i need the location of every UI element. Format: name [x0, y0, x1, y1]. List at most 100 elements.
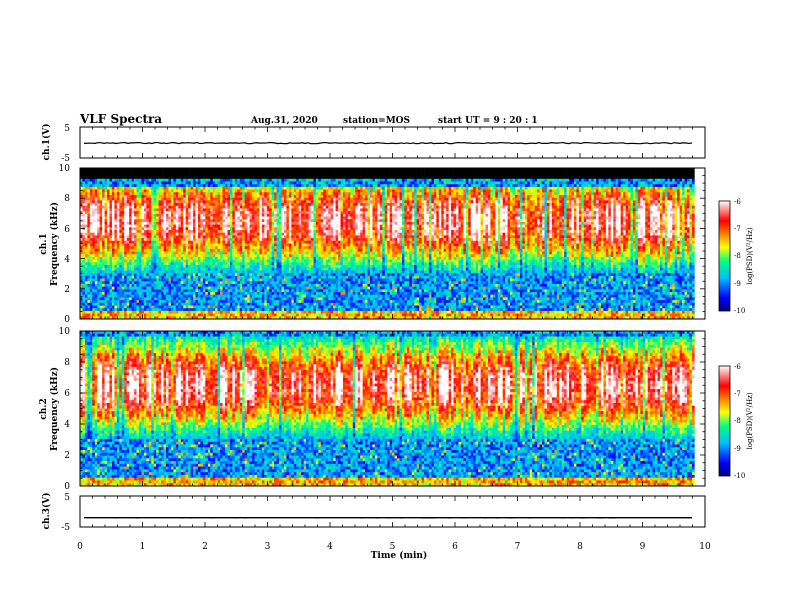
spectrogram-cell	[282, 173, 285, 176]
spectrogram-cell	[82, 176, 85, 179]
spectrogram-cell	[223, 217, 226, 220]
spectrogram-cell	[481, 200, 484, 203]
spectrogram-cell	[382, 176, 385, 179]
spectrogram-cell	[171, 195, 174, 198]
spectrogram-cell	[183, 171, 186, 174]
spectrogram-cell	[200, 181, 203, 184]
spectrogram-cell	[648, 206, 651, 209]
spectrogram-cell	[527, 184, 530, 187]
spectrogram-cell	[377, 181, 380, 184]
spectrogram-cell	[223, 173, 226, 176]
spectrogram-cell	[289, 173, 292, 176]
spectrogram-cell	[473, 203, 476, 206]
spectrogram-cell	[129, 200, 132, 203]
spectrogram-cell	[368, 206, 371, 209]
spectrogram-cell	[680, 203, 683, 206]
spectrogram-cell	[247, 203, 250, 206]
spectrogram-cell	[225, 173, 228, 176]
spectrogram-cell	[498, 198, 501, 201]
spectrogram-cell	[564, 200, 567, 203]
spectrogram-cell	[638, 176, 641, 179]
spectrogram-cell	[481, 208, 484, 211]
spectrogram-cell	[156, 184, 159, 187]
spectrogram-cell	[161, 211, 164, 214]
spectrogram-cell	[633, 214, 636, 217]
spectrogram-cell	[500, 208, 503, 211]
spectrogram-cell	[645, 171, 648, 174]
spectrogram-cell	[375, 195, 378, 198]
spectrogram-cell	[626, 184, 629, 187]
spectrogram-cell	[653, 181, 656, 184]
spectrogram-cell	[630, 187, 633, 190]
spectrogram-cell	[387, 208, 390, 211]
spectrogram-cell	[458, 192, 461, 195]
spectrogram-cell	[466, 171, 469, 174]
spectrogram-cell	[166, 181, 169, 184]
spectrogram-cell	[510, 198, 513, 201]
spectrogram-cell	[232, 187, 235, 190]
spectrogram-cell	[436, 206, 439, 209]
spectrogram-cell	[235, 181, 238, 184]
spectrogram-cell	[599, 208, 602, 211]
spectrogram-cell	[277, 217, 280, 220]
spectrogram-cell	[191, 187, 194, 190]
spectrogram-cell	[554, 192, 557, 195]
spectrogram-cell	[422, 211, 425, 214]
spectrogram-cell	[451, 211, 454, 214]
spectrogram-cell	[471, 173, 474, 176]
spectrogram-cell	[454, 198, 457, 201]
spectrogram-cell	[525, 206, 528, 209]
spectrogram-cell	[141, 179, 144, 182]
spectrogram-cell	[196, 208, 199, 211]
spectrogram-cell	[576, 198, 579, 201]
spectrogram-cell	[670, 171, 673, 174]
spectrogram-cell	[331, 211, 334, 214]
spectrogram-cell	[368, 198, 371, 201]
spectrogram-cell	[682, 217, 685, 220]
spectrogram-cell	[82, 190, 85, 193]
spectrogram-cell	[95, 171, 98, 174]
spectrogram-cell	[85, 173, 88, 176]
spectrogram-cell	[677, 214, 680, 217]
spectrogram-cell	[262, 214, 265, 217]
spectrogram-cell	[417, 176, 420, 179]
spectrogram-cell	[345, 214, 348, 217]
spectrogram-cell	[677, 187, 680, 190]
spectrogram-cell	[424, 187, 427, 190]
spectrogram-cell	[584, 211, 587, 214]
spectrogram-cell	[692, 192, 695, 195]
spectrogram-cell	[439, 200, 442, 203]
spectrogram-cell	[645, 190, 648, 193]
spectrogram-cell	[461, 206, 464, 209]
spectrogram-cell	[345, 192, 348, 195]
spectrogram-cell	[572, 203, 575, 206]
spectrogram-cell	[87, 200, 90, 203]
spectrogram-cell	[481, 181, 484, 184]
spectrogram-cell	[309, 211, 312, 214]
spectrogram-cell	[370, 211, 373, 214]
spectrogram-cell	[503, 192, 506, 195]
spectrogram-cell	[321, 195, 324, 198]
spectrogram-cell	[441, 173, 444, 176]
spectrogram-cell	[240, 206, 243, 209]
spectrogram-cell	[191, 173, 194, 176]
spectrogram-cell	[316, 190, 319, 193]
spectrogram-cell	[323, 176, 326, 179]
spectrogram-cell	[463, 173, 466, 176]
spectrogram-cell	[554, 187, 557, 190]
spectrogram-cell	[675, 211, 678, 214]
spectrogram-cell	[449, 208, 452, 211]
spectrogram-cell	[341, 200, 344, 203]
spectrogram-cell	[198, 176, 201, 179]
spectrogram-cell	[141, 206, 144, 209]
spectrogram-cell	[439, 198, 442, 201]
spectrogram-cell	[441, 176, 444, 179]
spectrogram-cell	[687, 173, 690, 176]
spectrogram-cell	[488, 208, 491, 211]
spectrogram-cell	[591, 184, 594, 187]
spectrogram-cell	[92, 195, 95, 198]
spectrogram-cell	[301, 181, 304, 184]
spectrogram-cell	[603, 217, 606, 220]
spectrogram-cell	[424, 214, 427, 217]
spectrogram-cell	[289, 219, 292, 222]
